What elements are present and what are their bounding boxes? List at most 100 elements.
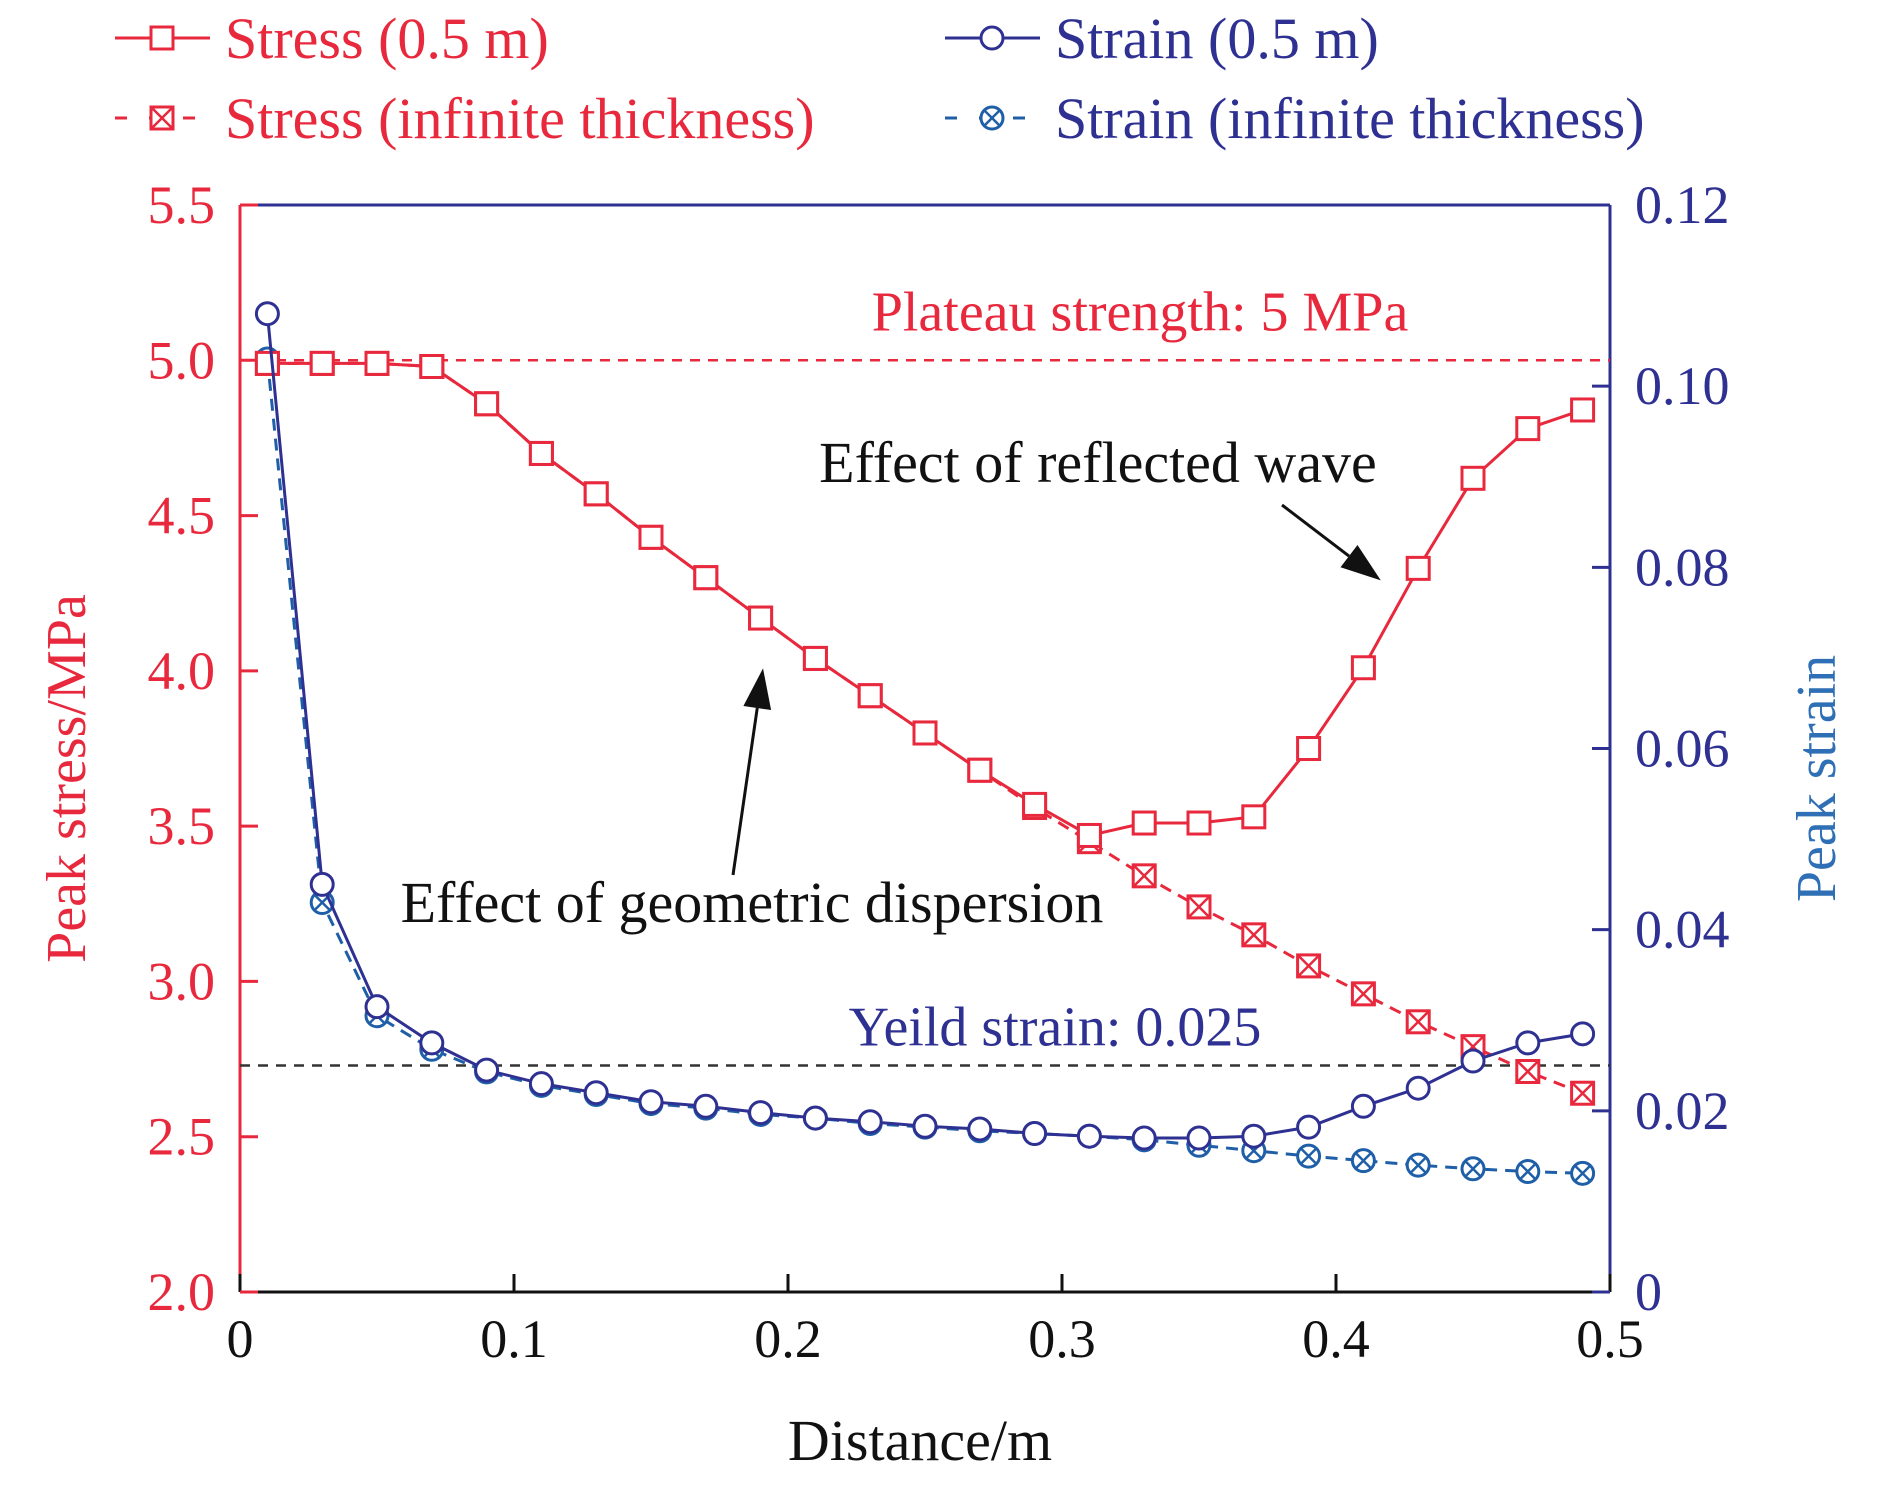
- series-1-point-cross: [1515, 1059, 1540, 1084]
- series-1-point: [1570, 1080, 1596, 1106]
- series-3-point: [1405, 1152, 1431, 1178]
- series-0-point-shape: [802, 645, 828, 671]
- series-3-point-cross: [1464, 1160, 1482, 1178]
- series-0-point-shape: [1296, 736, 1322, 761]
- series-3-point: [1460, 1156, 1486, 1182]
- series-0-point-shape: [967, 757, 993, 783]
- series-1-point-cross: [1570, 1081, 1595, 1106]
- right-y-tick-label: 0.12: [1635, 175, 1730, 235]
- series-0-point: [1186, 810, 1212, 836]
- series-2-point: [1570, 1021, 1596, 1047]
- series-3-point-cross: [1354, 1151, 1373, 1170]
- annotation-reflected-wave-arrow: [1281, 503, 1381, 581]
- series-2-point: [693, 1093, 719, 1119]
- annotation-geometric-dispersion-arrow-shaft: [731, 707, 759, 876]
- series-1-point: [1405, 1009, 1431, 1035]
- left-y-axis-title: Peak stress/MPa: [36, 594, 98, 963]
- series-2-point: [1076, 1123, 1102, 1149]
- series-3-point: [1296, 1143, 1322, 1169]
- annotation-reflected-wave-arrow-shaft: [1281, 503, 1350, 558]
- series-0-point: [1460, 465, 1486, 491]
- series-1-point-cross: [1187, 895, 1211, 919]
- series-0-point-shape: [1460, 465, 1486, 491]
- series-0-point-shape: [1515, 416, 1541, 442]
- series-2-point-shape: [912, 1113, 938, 1139]
- annotation-reflected-wave: Effect of reflected wave: [819, 430, 1377, 495]
- right-y-tick-label: 0: [1635, 1262, 1662, 1322]
- series-0-point-shape: [1241, 804, 1267, 830]
- series-2-point-shape: [1570, 1021, 1596, 1047]
- series-0-point-shape: [528, 440, 554, 466]
- series-0-point: [583, 481, 609, 507]
- series-2-point-shape: [1241, 1123, 1267, 1149]
- series-2-point-shape: [254, 301, 280, 327]
- left-y-tick-label: 2.5: [148, 1107, 216, 1167]
- series-0-point-shape: [912, 720, 938, 746]
- series-0-point-shape: [693, 565, 719, 591]
- x-tick-label: 0.1: [480, 1309, 548, 1369]
- series-2-point-shape: [1131, 1125, 1157, 1151]
- legend-marker-cross: [983, 109, 1001, 127]
- series-2-point: [254, 301, 280, 327]
- legend-item-3: Strain (infinite thickness): [945, 86, 1645, 151]
- series-2-point: [1515, 1030, 1541, 1056]
- series-3-point-cross: [1299, 1147, 1318, 1165]
- series-0-point: [802, 645, 828, 671]
- series-0-point-shape: [254, 350, 280, 376]
- right-y-tick-label: 0.04: [1635, 900, 1730, 960]
- series-2-point-shape: [364, 994, 390, 1020]
- series-0-point: [309, 350, 335, 376]
- series-2-point-shape: [1186, 1125, 1212, 1151]
- series-0-point: [748, 605, 774, 631]
- series-1-point: [1296, 953, 1322, 979]
- series-2-point-shape: [528, 1071, 554, 1097]
- series-3-point-cross: [1518, 1162, 1537, 1181]
- series-2-point-shape: [693, 1093, 719, 1119]
- left-y-tick-label: 3.5: [148, 796, 216, 856]
- series-0-point: [1022, 791, 1048, 817]
- left-y-tick-label: 4.5: [148, 486, 216, 546]
- series-0-point-shape: [1570, 397, 1596, 423]
- series-0-point: [1515, 416, 1541, 442]
- legend-marker-cross: [150, 106, 174, 130]
- annotation-reflected-wave-arrow-head: [1340, 544, 1381, 581]
- x-tick-label: 0.4: [1302, 1309, 1370, 1369]
- series-2-point-shape: [748, 1100, 774, 1126]
- series-2-point: [474, 1057, 500, 1083]
- series-0-point-shape: [364, 350, 390, 376]
- annotation-geometric-dispersion-arrow-head: [743, 668, 772, 711]
- series-2-point-shape: [638, 1089, 664, 1115]
- series-2-point: [528, 1071, 554, 1097]
- series-2-point-shape: [583, 1080, 609, 1106]
- left-y-tick-label: 5.5: [148, 175, 216, 235]
- series-0-point-shape: [638, 524, 664, 550]
- series-0-point: [1350, 655, 1376, 681]
- right-y-tick-label: 0.02: [1635, 1081, 1730, 1141]
- series-2-point-shape: [802, 1105, 828, 1131]
- series-0-point: [967, 757, 993, 783]
- right-y-tick-label: 0.08: [1635, 537, 1730, 597]
- series-0-point-shape: [583, 481, 609, 507]
- annotation-geometric-dispersion: Effect of geometric dispersion: [401, 870, 1104, 935]
- series-2-point-shape: [967, 1116, 993, 1142]
- series-2-point: [1460, 1048, 1486, 1074]
- series-2-point-shape: [1076, 1123, 1102, 1149]
- series-3-point: [1515, 1159, 1541, 1185]
- series-0-point-shape: [474, 391, 500, 417]
- legend-label: Stress (0.5 m): [225, 6, 549, 71]
- left-y-tick-label: 5.0: [148, 330, 216, 390]
- series-3-point-cross: [1409, 1156, 1428, 1174]
- x-axis-title: Distance/m: [788, 1408, 1052, 1473]
- series-2-point: [802, 1105, 828, 1131]
- series-2-point-shape: [474, 1057, 500, 1083]
- series-0-point-shape: [748, 605, 774, 631]
- series-2-point: [638, 1089, 664, 1115]
- legend-marker: [149, 25, 175, 51]
- series-1-point: [1241, 922, 1267, 948]
- series-2-point: [912, 1113, 938, 1139]
- series-2-point-shape: [1022, 1120, 1048, 1146]
- series-2-point: [1131, 1125, 1157, 1151]
- series-2-point: [583, 1080, 609, 1106]
